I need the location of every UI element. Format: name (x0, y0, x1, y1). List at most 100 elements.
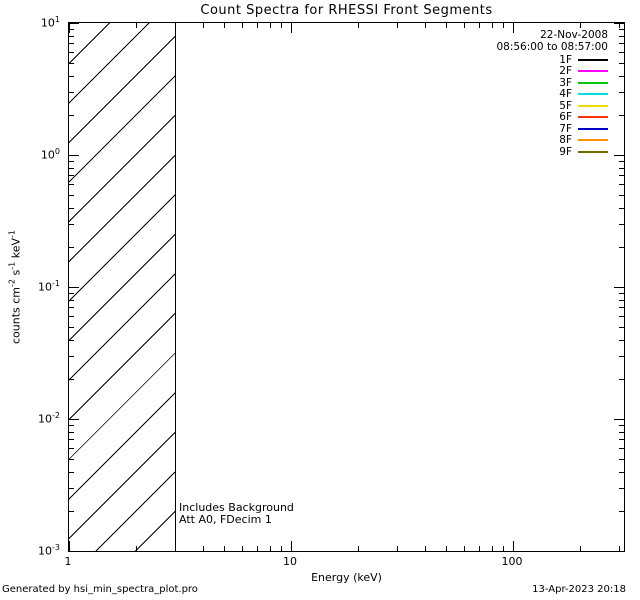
tick-mark (396, 546, 398, 551)
legend-time-range: 08:56:00 to 08:57:00 (496, 41, 608, 53)
tick-mark (614, 23, 624, 24)
legend-color-line (578, 127, 608, 130)
tick-mark (619, 307, 624, 309)
tick-mark (619, 115, 624, 117)
legend-entry: 2F (496, 65, 608, 77)
tick-mark (619, 184, 624, 186)
tick-mark (463, 546, 465, 551)
tick-mark (491, 546, 493, 551)
tick-mark (280, 23, 282, 28)
tick-mark (513, 23, 515, 33)
legend-entry: 8F (496, 134, 608, 147)
tick-mark (224, 23, 226, 28)
legend-color-line (578, 93, 608, 96)
legend-entry: 4F (496, 88, 608, 101)
tick-mark (269, 546, 271, 551)
tick-mark (614, 287, 624, 288)
tick-mark (619, 339, 624, 341)
legend-entry: 3F (496, 77, 608, 89)
tick-mark (256, 23, 258, 28)
tick-mark (174, 546, 176, 551)
x-axis-title: Energy (keV) (311, 571, 382, 584)
tick-mark (619, 52, 624, 54)
tick-mark (619, 488, 624, 490)
legend-entry-label: 5F (559, 99, 572, 112)
tick-mark (446, 546, 448, 551)
tick-mark (619, 431, 624, 433)
tick-mark (135, 23, 137, 28)
legend-entry-label: 4F (559, 88, 572, 101)
tick-mark (357, 23, 359, 28)
y-tick-label: 100 (40, 147, 60, 162)
tick-mark (614, 551, 624, 552)
tick-mark (69, 379, 74, 381)
legend-color-line (578, 81, 608, 84)
tick-mark (619, 316, 624, 318)
legend-entry-label: 1F (559, 53, 572, 66)
tick-mark (579, 23, 581, 28)
legend-entry: 7F (496, 123, 608, 135)
tick-mark (478, 546, 480, 551)
tick-mark (202, 546, 204, 551)
tick-mark (69, 419, 79, 420)
tick-mark (69, 23, 70, 33)
legend-color-line (578, 58, 608, 61)
tick-mark (463, 23, 465, 28)
legend-entry: 9F (496, 146, 608, 158)
tick-mark (69, 175, 74, 177)
tick-mark (69, 167, 74, 169)
tick-mark (619, 326, 624, 328)
y-tick-labels: 10-3 10-2 10-1 100 101 (0, 15, 63, 558)
legend-entry-label: 7F (559, 122, 572, 135)
tick-mark (69, 52, 74, 54)
tick-mark (69, 92, 74, 94)
tick-mark (69, 511, 74, 513)
tick-mark (614, 155, 624, 156)
tick-mark (280, 546, 282, 551)
tick-mark (424, 23, 426, 28)
tick-mark (69, 458, 74, 460)
tick-mark (69, 293, 74, 295)
legend-entry: 6F (496, 111, 608, 123)
tick-mark (619, 29, 624, 31)
tick-mark (69, 316, 74, 318)
y-tick-label: 10-3 (38, 543, 60, 558)
tick-mark (69, 431, 74, 433)
tick-mark (69, 75, 74, 77)
tick-mark (241, 546, 243, 551)
tick-mark (619, 471, 624, 473)
tick-mark (69, 35, 74, 37)
tick-mark (69, 247, 74, 249)
legend-date: 22-Nov-2008 (540, 29, 608, 41)
tick-mark (619, 356, 624, 358)
tick-mark (619, 62, 624, 64)
tick-mark (478, 23, 480, 28)
tick-mark (619, 379, 624, 381)
generated-by-text: Generated by hsi_min_spectra_plot.pro (2, 584, 198, 595)
tick-mark (69, 224, 74, 226)
tick-mark (619, 161, 624, 163)
x-tick-label: 10 (283, 555, 298, 568)
y-tick-label: 101 (40, 15, 60, 30)
tick-mark (69, 62, 74, 64)
x-tick-label: 1 (64, 555, 72, 568)
tick-mark (69, 29, 74, 31)
tick-mark (619, 293, 624, 295)
tick-mark (619, 448, 624, 450)
tick-mark (619, 511, 624, 513)
x-tick-label: 100 (501, 555, 523, 568)
legend-entry-label: 8F (559, 134, 572, 147)
tick-mark (619, 299, 624, 301)
legend-entry: 1F (496, 54, 608, 66)
tick-mark (619, 194, 624, 196)
tick-mark (174, 23, 176, 28)
tick-mark (69, 339, 74, 341)
tick-mark (502, 23, 504, 28)
legend-color-line (578, 116, 608, 119)
tick-mark (614, 419, 624, 420)
tick-mark (135, 546, 137, 551)
tick-mark (619, 35, 624, 37)
annotation-attenuator-state: Att A0, FDecim 1 (179, 513, 272, 526)
tick-mark (619, 439, 624, 441)
tick-mark (619, 92, 624, 94)
